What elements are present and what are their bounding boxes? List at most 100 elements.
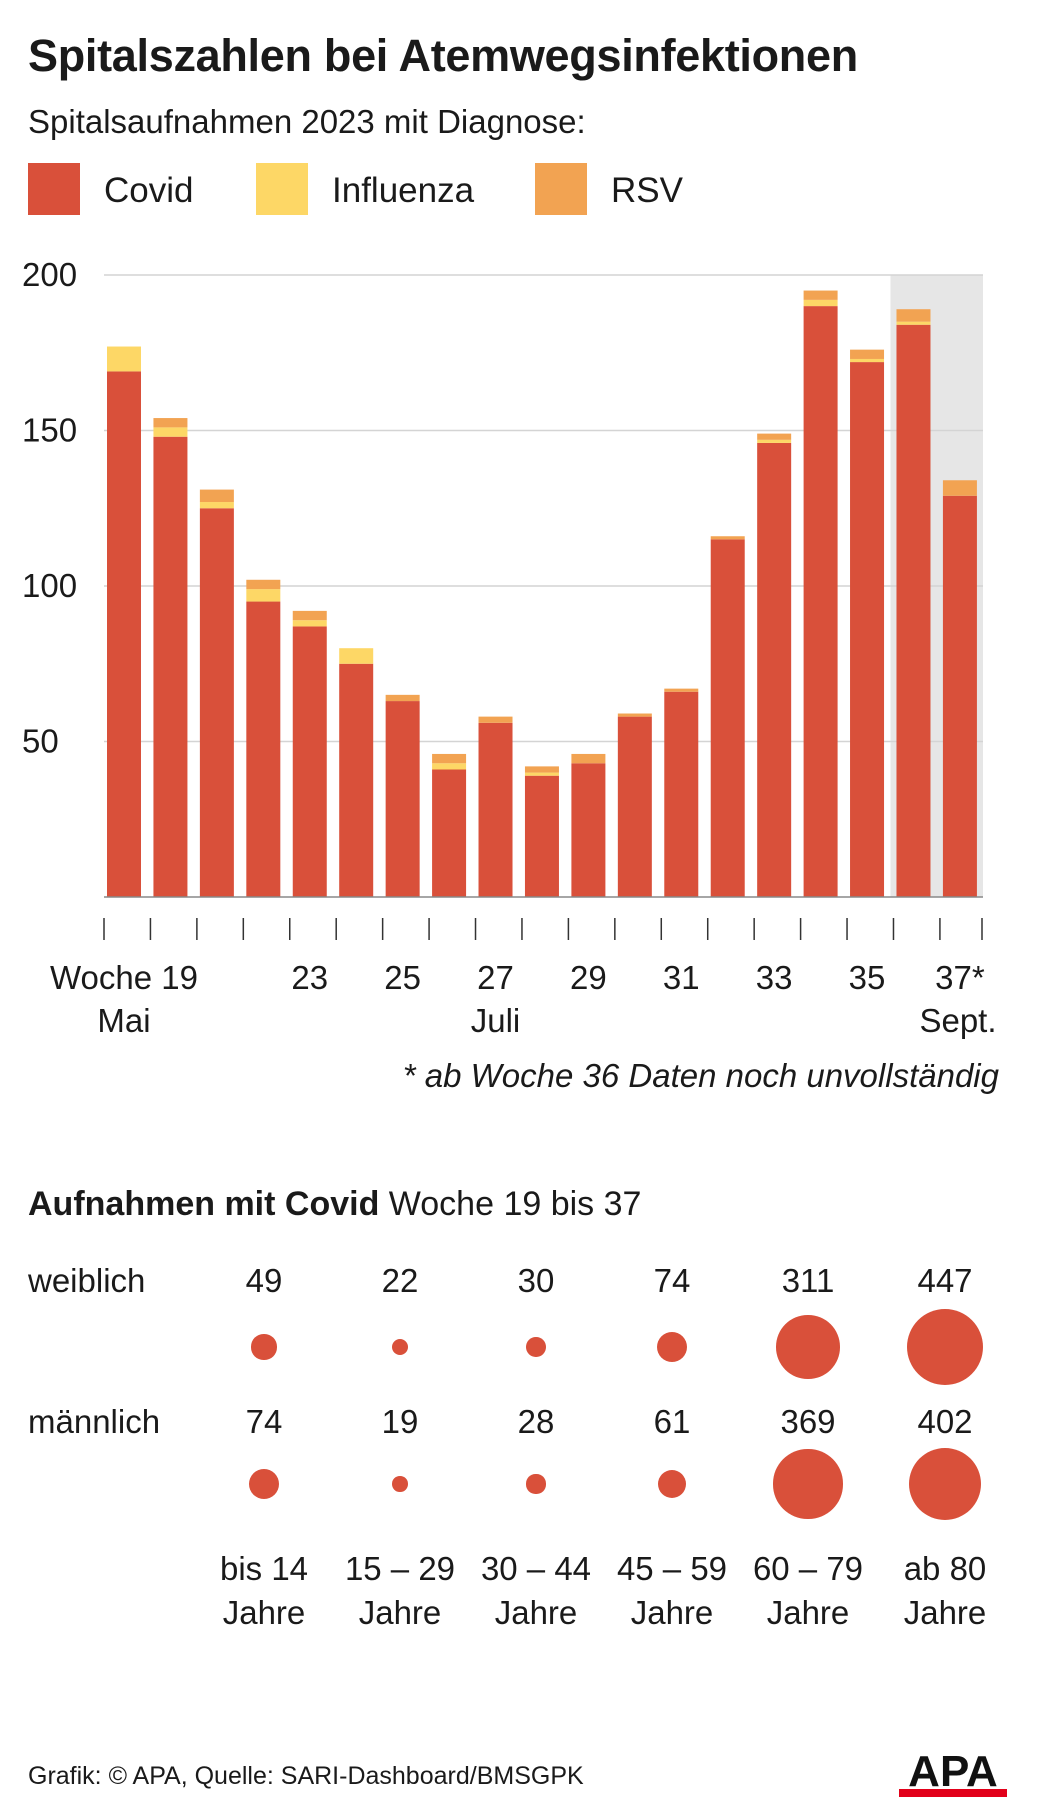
- covid-count-male-1: 19: [381, 1403, 419, 1440]
- bar-week-36-covid: [896, 324, 931, 897]
- legend-swatch-rsv: [535, 163, 587, 215]
- covid-count-female-1: 22: [381, 1262, 419, 1299]
- bar-week-26-rsv: [432, 753, 467, 764]
- age-group-label-0: bis 14 Jahre: [199, 1547, 329, 1635]
- age-group-unit-4: Jahre: [766, 1594, 850, 1631]
- covid-bubble-female-2: [526, 1337, 546, 1357]
- bar-week-28-covid: [524, 775, 559, 897]
- legend-swatch-covid: [28, 163, 80, 215]
- age-group-range-3: 45 – 59: [616, 1550, 728, 1587]
- covid-count-male-2: 28: [517, 1403, 555, 1440]
- covid-age-title-range: Woche 19 bis 37: [388, 1185, 642, 1223]
- age-group-unit-1: Jahre: [358, 1594, 442, 1631]
- covid-count-female-3: 74: [653, 1262, 691, 1299]
- apa-logo-bar: [899, 1789, 1007, 1797]
- x-tick-label-23: 23: [291, 959, 328, 996]
- covid-count-female-2: 30: [517, 1262, 555, 1299]
- bar-week-36-influenza: [896, 321, 931, 325]
- bar-week-23-rsv: [292, 610, 327, 621]
- bar-week-30-covid: [617, 716, 652, 897]
- bar-week-20-influenza: [153, 427, 188, 437]
- bar-week-25-rsv: [385, 694, 420, 702]
- age-group-range-4: 60 – 79: [752, 1550, 864, 1587]
- legend-label-covid: Covid: [104, 171, 194, 210]
- bar-week-31-covid: [664, 691, 699, 897]
- bar-week-21-rsv: [199, 489, 234, 503]
- bar-week-37-rsv: [942, 480, 977, 496]
- age-group-label-4: 60 – 79 Jahre: [743, 1547, 873, 1635]
- legend-label-rsv: RSV: [611, 171, 683, 210]
- covid-bubble-female-1: [391, 1338, 409, 1356]
- covid-bubble-male-3: [657, 1469, 687, 1499]
- bar-week-22-influenza: [246, 589, 281, 602]
- bar-week-33-influenza: [757, 439, 792, 443]
- x-tick-label-19: Woche 19: [50, 959, 198, 996]
- covid-age-title-bold: Aufnahmen mit Covid: [28, 1185, 380, 1223]
- x-tick-label-35: 35: [849, 959, 886, 996]
- covid-age-title: Aufnahmen mit Covid Woche 19 bis 37: [28, 1185, 641, 1224]
- x-tick-label-33: 33: [756, 959, 793, 996]
- y-tick-label-50: 50: [22, 723, 59, 760]
- age-group-label-3: 45 – 59 Jahre: [607, 1547, 737, 1635]
- covid-bubble-female-4: [776, 1315, 840, 1379]
- x-tick-label-27: 27: [477, 959, 514, 996]
- legend-label-influenza: Influenza: [332, 171, 475, 210]
- month-label-mai: Mai: [97, 1002, 150, 1039]
- bar-week-29-covid: [571, 763, 606, 897]
- bar-week-33-covid: [757, 442, 792, 897]
- age-group-range-1: 15 – 29: [344, 1550, 456, 1587]
- bar-week-24-covid: [339, 663, 374, 897]
- covid-bubble-male-1: [392, 1476, 408, 1492]
- bar-week-29-rsv: [571, 753, 606, 764]
- bar-week-23-covid: [292, 626, 327, 897]
- age-group-range-0: bis 14: [219, 1550, 309, 1587]
- chart-title: Spitalszahlen bei Atemwegsinfektionen: [28, 30, 858, 81]
- source-credit: Grafik: © APA, Quelle: SARI-Dashboard/BM…: [28, 1762, 584, 1790]
- age-group-label-5: ab 80 Jahre: [880, 1547, 1010, 1635]
- x-tick-label-29: 29: [570, 959, 607, 996]
- chart-subtitle: Spitalsaufnahmen 2023 mit Diagnose:: [28, 103, 586, 140]
- age-group-unit-2: Jahre: [494, 1594, 578, 1631]
- covid-bubble-female-3: [656, 1331, 688, 1363]
- bar-week-28-rsv: [524, 766, 559, 773]
- bar-week-34-covid: [803, 306, 838, 898]
- covid-bubble-male-2: [526, 1474, 546, 1494]
- bar-week-33-rsv: [757, 433, 792, 440]
- y-tick-label-200: 200: [22, 256, 77, 293]
- covid-count-male-0: 74: [245, 1403, 283, 1440]
- y-tick-label-150: 150: [22, 412, 77, 449]
- covid-bubble-male-0: [248, 1468, 280, 1500]
- apa-logo: APA: [899, 1747, 1007, 1797]
- bar-week-27-rsv: [478, 716, 513, 723]
- age-group-label-2: 30 – 44 Jahre: [471, 1547, 601, 1635]
- bar-week-28-influenza: [524, 772, 559, 776]
- bar-week-34-influenza: [803, 299, 838, 307]
- covid-count-male-5: 402: [917, 1403, 973, 1440]
- bar-week-35-influenza: [850, 358, 885, 363]
- bar-week-21-covid: [199, 508, 234, 897]
- y-tick-label-100: 100: [22, 567, 77, 604]
- x-tick-label-31: 31: [663, 959, 700, 996]
- bar-week-32-covid: [710, 539, 745, 897]
- bar-week-22-rsv: [246, 579, 281, 590]
- bar-week-36-rsv: [896, 309, 931, 322]
- covid-bubble-female-0: [251, 1334, 277, 1360]
- legend-swatch-influenza: [256, 163, 308, 215]
- covid-bubble-male-4: [773, 1449, 843, 1519]
- bar-week-24-influenza: [339, 648, 374, 664]
- bar-week-34-rsv: [803, 290, 838, 300]
- bar-week-20-rsv: [153, 418, 188, 428]
- x-tick-label-25: 25: [384, 959, 421, 996]
- bar-week-19-covid: [107, 371, 141, 897]
- bar-week-22-covid: [246, 601, 281, 897]
- age-group-unit-5: Jahre: [903, 1594, 987, 1631]
- month-label-sept: Sept.: [919, 1002, 996, 1039]
- age-group-unit-3: Jahre: [630, 1594, 714, 1631]
- age-group-range-5: ab 80: [903, 1550, 987, 1587]
- bar-week-26-covid: [432, 769, 467, 897]
- chart-footnote: * ab Woche 36 Daten noch unvollständig: [402, 1057, 999, 1094]
- month-label-juli: Juli: [471, 1002, 521, 1039]
- bar-week-37-covid: [942, 495, 977, 897]
- age-group-unit-0: Jahre: [222, 1594, 306, 1631]
- bar-week-23-influenza: [292, 620, 327, 627]
